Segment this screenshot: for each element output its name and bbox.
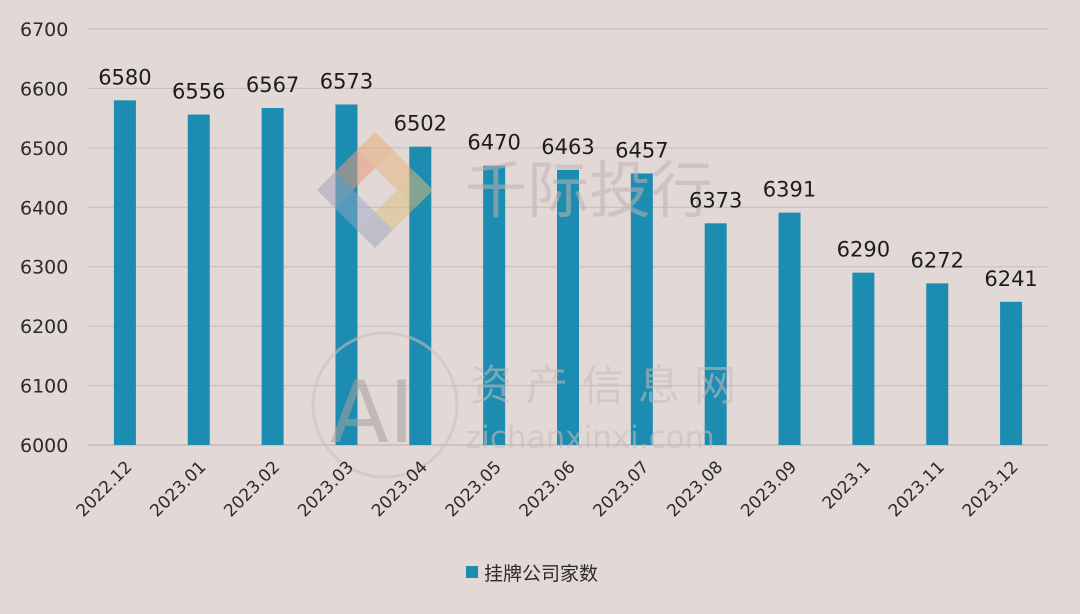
y-tick-label: 6300 (20, 257, 68, 279)
bar (113, 100, 136, 446)
x-tick-label: 2022.12 (73, 457, 137, 521)
bar (187, 114, 210, 445)
x-tick-label: 2023.01 (146, 457, 210, 521)
x-tick-label: 2023.06 (516, 457, 580, 521)
watermark-cn-text: 资产信息网 (470, 361, 750, 410)
x-tick-label: 2023.11 (885, 457, 949, 521)
legend-label: 挂牌公司家数 (484, 563, 598, 585)
bar (704, 223, 727, 445)
data-label: 6573 (320, 69, 373, 93)
watermark-circle-icon (311, 331, 459, 479)
y-tick-label: 6500 (20, 138, 68, 160)
x-tick-label: 2023.04 (368, 457, 432, 521)
y-tick-label: 6400 (20, 197, 68, 219)
x-axis-ticks: 2022.12 2023.01 2023.02 2023.03 2023.04 2023.… (73, 457, 1023, 521)
data-label: 6290 (837, 238, 890, 262)
data-label: 6457 (615, 138, 668, 162)
y-tick-label: 6600 (20, 78, 68, 100)
y-tick-label: 6100 (20, 376, 68, 398)
data-label: 6556 (172, 80, 225, 104)
x-tick-label: 2023.1 (819, 457, 875, 513)
legend-swatch (466, 566, 478, 578)
watermark-url-text: zichanxinxi.com (465, 420, 715, 456)
data-label: 6391 (763, 178, 816, 202)
data-label: 6373 (689, 188, 742, 212)
data-label: 6463 (541, 135, 594, 159)
y-tick-label: 6000 (20, 435, 68, 457)
x-tick-label: 2023.08 (663, 457, 727, 521)
data-label: 6241 (984, 267, 1037, 291)
bar (483, 165, 506, 445)
data-label: 6272 (911, 248, 964, 272)
bar (852, 272, 875, 445)
data-label: 6470 (467, 131, 520, 155)
x-tick-label: 2023.03 (294, 457, 358, 521)
data-labels: 6580 6556 6567 6573 6502 6470 6463 6457 6373 6391… (98, 65, 1038, 290)
bar (557, 169, 579, 446)
bar (1000, 301, 1023, 445)
bar (926, 283, 949, 445)
watermark-brand-text: 千际投行 (465, 154, 713, 227)
x-tick-label: 2023.12 (959, 457, 1023, 521)
bar (778, 212, 801, 445)
bar (261, 108, 284, 445)
data-label: 6502 (394, 112, 447, 136)
y-tick-label: 6700 (20, 19, 68, 41)
x-tick-label: 2023.02 (220, 457, 284, 521)
x-tick-label: 2023.07 (590, 457, 654, 521)
bar (630, 173, 653, 445)
x-tick-label: 2023.05 (442, 457, 506, 521)
y-tick-label: 6200 (20, 316, 68, 338)
watermark-ai-text: AI (330, 363, 414, 463)
watermark-group: 千际投行 AI 资产信息网 zichanxinxi.com (311, 132, 750, 479)
watermark-logo-icon (317, 132, 433, 248)
data-label: 6567 (246, 73, 299, 97)
bar (409, 146, 432, 445)
y-axis-ticks: 6000 6100 6200 6300 6400 6500 6600 6700 (20, 19, 68, 457)
data-label: 6580 (98, 65, 151, 89)
legend: 挂牌公司家数 (466, 563, 598, 585)
x-tick-label: 2023.09 (737, 457, 801, 521)
